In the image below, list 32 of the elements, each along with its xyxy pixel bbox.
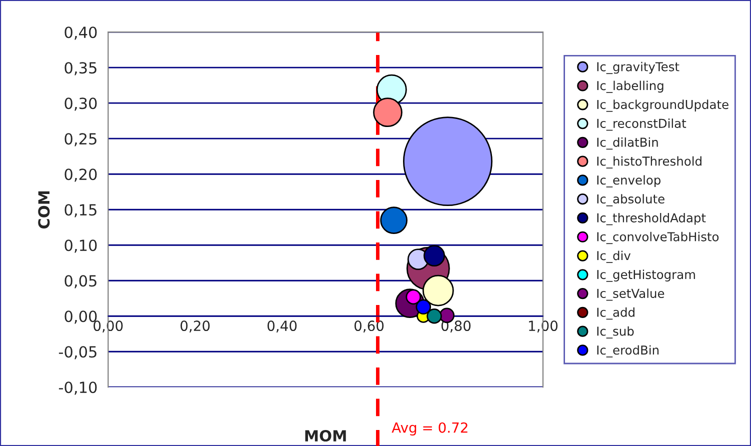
text: Avg = 0.72: [392, 422, 468, 436]
y-tick-label: 0,10: [64, 240, 97, 253]
y-tick-label: 0,35: [64, 62, 96, 76]
legend-label: Ic_thresholdAdapt: [597, 212, 706, 226]
legend-label: Ic_histoThreshold: [597, 156, 702, 168]
legend-label: Ic_backgroundUpdate: [597, 100, 728, 112]
legend-label: Ic_sub: [597, 326, 634, 338]
legend-label: Ic_reconstDilat: [597, 118, 686, 131]
legend-label: Ic_gravityTest: [597, 62, 680, 74]
y-tick-label: -0,05: [58, 346, 96, 360]
legend-label: Ic_setValue: [597, 288, 664, 301]
y-tick-label: 0,20: [64, 168, 97, 182]
x-axis-title: MOM: [305, 430, 346, 442]
legend-label: Ic_envelop: [597, 175, 660, 188]
legend-label: Ic_dilatBin: [597, 137, 658, 150]
legend-label: Ic_getHistogram: [597, 270, 695, 282]
y-tick-label: 0,25: [64, 133, 96, 146]
legend-label: Ic_div: [597, 250, 631, 263]
x-tick-label: 0,20: [180, 320, 210, 332]
legend-label: Ic_erodBin: [597, 345, 659, 358]
legend-label: Ic_add: [597, 307, 634, 320]
y-tick-label: 0,30: [64, 98, 97, 111]
legend-label: Ic_convolveTabHisto: [597, 232, 719, 244]
y-axis-title: COM: [38, 191, 50, 229]
y-tick-label: 0,05: [64, 275, 96, 288]
legend-label: Ic_labelling: [597, 80, 664, 93]
y-tick-label: 0,40: [64, 26, 97, 40]
legend-label: Ic_absolute: [597, 194, 664, 206]
x-tick-label: 0,40: [268, 320, 297, 332]
x-tick-label: 0,60: [354, 320, 384, 332]
y-tick-label: 0,15: [64, 204, 96, 218]
y-tick-label: -0,10: [58, 382, 97, 395]
